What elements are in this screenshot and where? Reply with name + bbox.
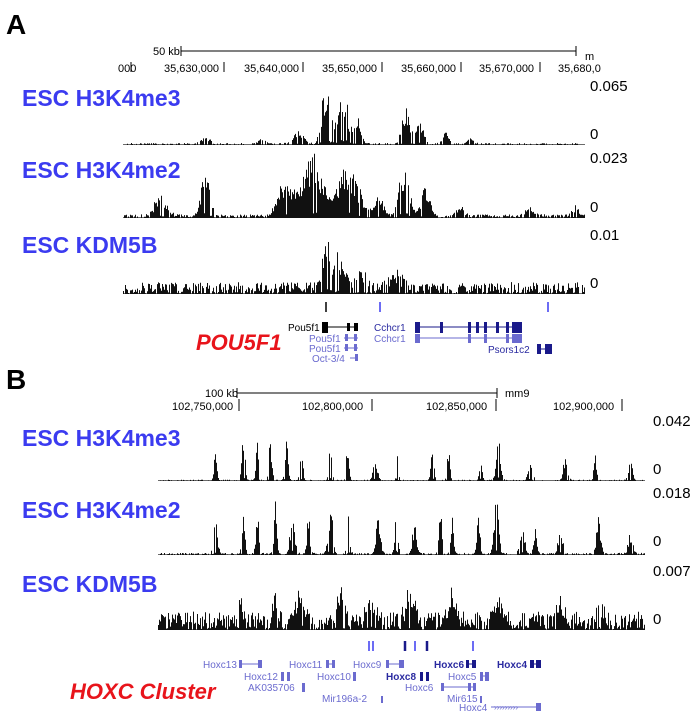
panel-b-gene-track: Hoxc13 Hoxc12 AK035706 Hoxc11 Hoxc10 Mir… (203, 641, 541, 714)
panel-a-coord-6: 35,680,0 (558, 63, 601, 75)
panel-b-locus-label: HOXC Cluster (70, 679, 217, 704)
panel-a-track-3-label: ESC KDM5B (22, 232, 157, 258)
panel-a-scale-bar: 50 kb m (153, 46, 594, 63)
panel-a-track-2-label: ESC H3K4me2 (22, 157, 181, 183)
panel-a-track-2-max: 0.023 (590, 150, 628, 167)
panel-b-scale-size: 100 kb (205, 388, 238, 400)
panel-a-track-2-min: 0 (590, 199, 598, 216)
panel-b-gene-hoxc13: Hoxc13 (203, 660, 237, 671)
panel-b-track-3-signal (158, 587, 645, 630)
panel-b-scale-bar: 100 kb mm9 (205, 388, 529, 400)
panel-a-track-1-min: 0 (590, 126, 598, 143)
panel-a-gene-cchcr1-2: Cchcr1 (374, 334, 406, 345)
panel-a-track-1-signal (123, 96, 585, 145)
svg-text:›››››››››: ››››››››› (494, 703, 518, 712)
panel-b-track-1-label: ESC H3K4me3 (22, 425, 181, 451)
panel-a-scale-size: 50 kb (153, 46, 180, 58)
panel-a-gene-oct34: Oct-3/4 (312, 354, 345, 365)
panel-b-track-2-signal (158, 501, 645, 555)
panel-b-track-1-signal (158, 441, 645, 481)
panel-a-letter: A (6, 9, 26, 40)
panel-b-gene-ak035706: AK035706 (248, 683, 295, 694)
panel-b-coord-3: 102,900,000 (553, 401, 614, 413)
panel-b-gene-hoxc9: Hoxc9 (353, 660, 382, 671)
panel-b-coordinate-ruler: 102,750,000 102,800,000 102,850,000 102,… (172, 399, 623, 413)
panel-a-locus-label: POU5F1 (196, 330, 282, 355)
panel-b-gene-hoxc12: Hoxc12 (244, 672, 278, 683)
panel-a-coord-3: 35,650,000 (322, 63, 377, 75)
panel-b-letter: B (6, 364, 26, 395)
panel-a-coord-5: 35,670,000 (479, 63, 534, 75)
panel-a-gene-pou5f1-2: Pou5f1 (309, 334, 341, 345)
panel-a-track-3-min: 0 (590, 275, 598, 292)
panel-a-coord-4: 35,660,000 (401, 63, 456, 75)
panel-b-gene-mir615: Mir615 (447, 694, 478, 705)
panel-b-track-2-min: 0 (653, 533, 661, 550)
panel-a-track-1-max: 0.065 (590, 78, 628, 95)
panel-a-gene-track: Pou5f1 Pou5f1 Pou5f1 Oct-3/4 Cchcr1 Cchc… (288, 302, 552, 365)
panel-b-track-2-max: 0.018 (653, 485, 691, 502)
panel-a-coord-1: 35,630,000 (164, 63, 219, 75)
panel-b-coord-2: 102,850,000 (426, 401, 487, 413)
panel-b-track-1-min: 0 (653, 461, 661, 478)
panel-b-gene-hoxc6-1: Hoxc6 (434, 660, 464, 671)
panel-b-track-1-max: 0.042 (653, 413, 691, 430)
panel-a-assembly: m (585, 51, 594, 63)
panel-b-gene-mir196a2: Mir196a-2 (322, 694, 367, 705)
panel-a-gene-pou5f1-3: Pou5f1 (309, 344, 341, 355)
panel-b-gene-hoxc11: Hoxc11 (289, 660, 323, 671)
panel-b-track-3-max: 0.007 (653, 563, 691, 580)
panel-a-coord-0: 000 (118, 63, 136, 75)
panel-a-track-3-max: 0.01 (590, 227, 619, 244)
panel-a-coord-2: 35,640,000 (244, 63, 299, 75)
panel-b-gene-hoxc8: Hoxc8 (386, 672, 416, 683)
panel-a-gene-cchcr1-1: Cchcr1 (374, 323, 406, 334)
panel-b-gene-hoxc4-2: Hoxc4 (459, 703, 488, 714)
panel-a-track-3-signal (123, 242, 585, 294)
panel-b-gene-hoxc10: Hoxc10 (317, 672, 351, 683)
panel-b-gene-hoxc6-2: Hoxc6 (405, 683, 434, 694)
panel-a-gene-pou5f1-1: Pou5f1 (288, 323, 320, 334)
panel-b-gene-hoxc4-1: Hoxc4 (497, 660, 527, 671)
panel-b-track-3-min: 0 (653, 611, 661, 628)
panel-a-track-2-signal (123, 153, 585, 218)
panel-a-gene-psors1c2: Psors1c2 (488, 345, 530, 356)
panel-b-gene-hoxc5: Hoxc5 (448, 672, 477, 683)
panel-a-coordinate-ruler: 000 35,630,000 35,640,000 35,650,000 35,… (118, 62, 601, 75)
panel-b-track-3-label: ESC KDM5B (22, 571, 157, 597)
panel-b-track-2-label: ESC H3K4me2 (22, 497, 181, 523)
panel-b-assembly: mm9 (505, 388, 529, 400)
panel-a-track-1-label: ESC H3K4me3 (22, 85, 181, 111)
panel-b-coord-1: 102,800,000 (302, 401, 363, 413)
panel-b-coord-0: 102,750,000 (172, 401, 233, 413)
